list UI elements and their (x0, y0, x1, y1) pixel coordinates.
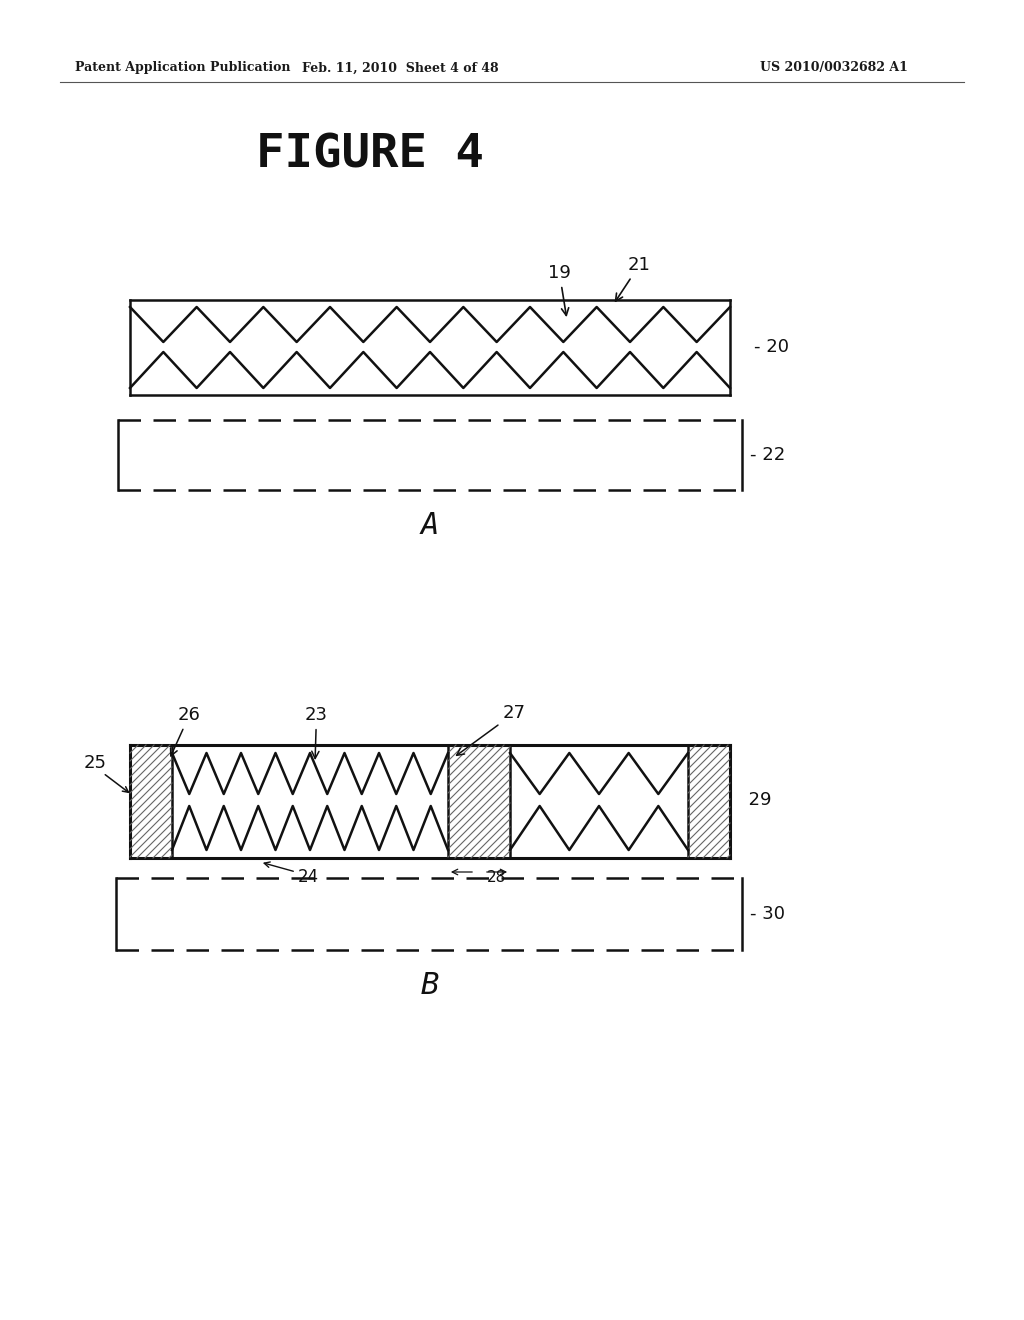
Text: 23: 23 (305, 706, 328, 759)
Text: 27: 27 (457, 704, 526, 755)
Text: 28: 28 (487, 870, 506, 886)
Text: - 22: - 22 (750, 446, 785, 465)
Text: 24: 24 (297, 869, 318, 886)
Text: 21: 21 (615, 256, 651, 301)
Text: 25: 25 (84, 754, 106, 772)
Text: US 2010/0032682 A1: US 2010/0032682 A1 (760, 62, 908, 74)
Text: 26: 26 (171, 706, 201, 756)
Text: B: B (421, 970, 439, 999)
Text: A: A (421, 511, 439, 540)
Text: - 20: - 20 (754, 338, 790, 356)
Text: 19: 19 (548, 264, 570, 315)
Text: Patent Application Publication: Patent Application Publication (75, 62, 291, 74)
Text: Feb. 11, 2010  Sheet 4 of 48: Feb. 11, 2010 Sheet 4 of 48 (302, 62, 499, 74)
Text: 29: 29 (737, 791, 771, 809)
Text: - 30: - 30 (750, 906, 785, 923)
Text: FIGURE 4: FIGURE 4 (256, 132, 484, 177)
